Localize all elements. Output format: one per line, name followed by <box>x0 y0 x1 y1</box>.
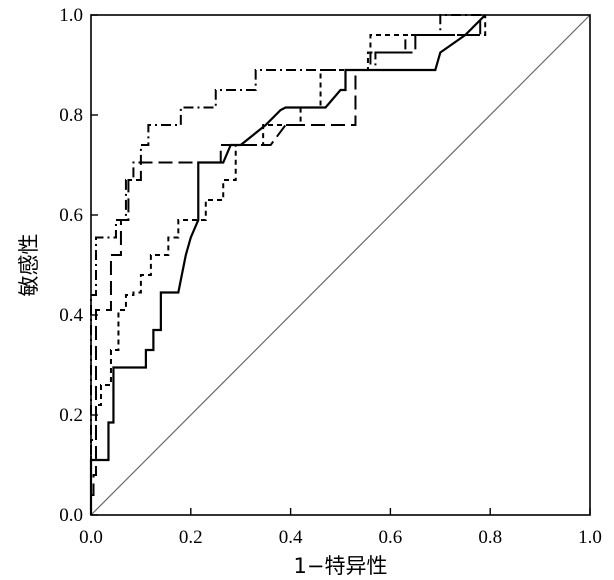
x-tick-label: 1.0 <box>578 527 602 548</box>
reference-diagonal-line <box>90 14 591 516</box>
series-dash-dot-line <box>90 14 486 515</box>
plot-frame <box>90 14 591 516</box>
x-tick-label: 0.0 <box>79 527 103 548</box>
x-tick-label: 0.6 <box>379 527 403 548</box>
y-axis-ticks: 0.0 0.2 0.4 0.6 0.8 1.0 <box>59 5 98 526</box>
series-long-dash-line <box>90 15 482 515</box>
x-tick-label: 0.4 <box>279 527 303 548</box>
y-tick-label: 0.2 <box>59 405 83 426</box>
y-tick-label: 0.4 <box>59 305 83 326</box>
x-axis-label: 1−特异性 <box>294 554 388 578</box>
x-tick-label: 0.2 <box>179 527 203 548</box>
series-solid-line <box>89 14 486 515</box>
x-tick-label: 0.8 <box>478 527 502 548</box>
y-tick-label: 0.8 <box>59 105 83 126</box>
y-tick-label: 0.6 <box>59 205 83 226</box>
x-axis-ticks: 0.0 0.2 0.4 0.6 0.8 1.0 <box>79 508 602 548</box>
series-layer <box>89 14 487 515</box>
series-short-dash-line <box>90 15 487 515</box>
y-axis-label: 敏感性 <box>17 234 41 297</box>
y-tick-label: 1.0 <box>59 5 83 26</box>
y-tick-label: 0.0 <box>59 505 83 526</box>
reference-line-layer <box>90 14 591 516</box>
